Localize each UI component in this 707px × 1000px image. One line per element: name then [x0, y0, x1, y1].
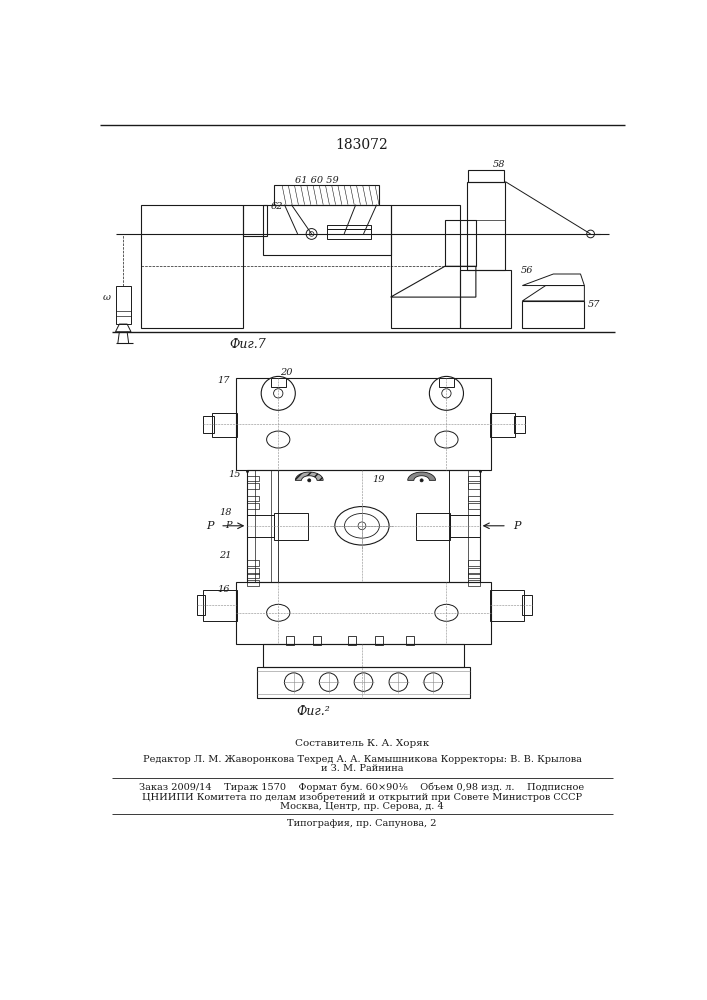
Bar — [449, 470, 480, 582]
Ellipse shape — [267, 604, 290, 621]
Text: 16: 16 — [217, 585, 230, 594]
Bar — [235, 378, 491, 470]
Text: 56: 56 — [521, 266, 533, 275]
Bar — [468, 483, 480, 489]
Bar — [468, 476, 480, 481]
Circle shape — [306, 229, 317, 239]
Text: Москва, Центр, пр. Серова, д. 4: Москва, Центр, пр. Серова, д. 4 — [280, 802, 444, 811]
Bar — [247, 580, 259, 586]
Ellipse shape — [267, 431, 290, 448]
Circle shape — [420, 479, 423, 482]
Bar — [235, 582, 491, 644]
Text: Фиг.²: Фиг.² — [296, 705, 330, 718]
Text: Типография, пр. Сапунова, 2: Типография, пр. Сапунова, 2 — [287, 819, 437, 828]
Text: Фиг.7: Фиг.7 — [229, 338, 266, 351]
Bar — [468, 568, 480, 574]
Text: ЦНИИПИ Комитета по делам изобретений и открытий при Совете Министров СССР: ЦНИИПИ Комитета по делам изобретений и о… — [142, 793, 582, 802]
Bar — [263, 644, 464, 667]
Text: и З. М. Райнина: и З. М. Райнина — [321, 764, 403, 773]
Circle shape — [261, 376, 296, 410]
Bar — [468, 560, 480, 566]
Text: Составитель К. А. Хоряк: Составитель К. А. Хоряк — [295, 739, 429, 748]
Ellipse shape — [435, 431, 458, 448]
Bar — [313, 636, 321, 645]
Text: P: P — [226, 521, 232, 530]
Bar — [449, 470, 468, 582]
Bar — [375, 636, 383, 645]
Polygon shape — [296, 472, 323, 480]
Bar — [468, 573, 480, 578]
Circle shape — [308, 479, 311, 482]
Text: 62: 62 — [271, 202, 283, 211]
Bar — [247, 503, 259, 509]
Polygon shape — [408, 472, 436, 480]
Circle shape — [274, 389, 283, 398]
Bar — [406, 636, 414, 645]
Bar — [247, 496, 259, 501]
Text: Заказ 2009/14    Тираж 1570    Формат бум. 60×90¹⁄₈    Объем 0,98 изд. л.    Под: Заказ 2009/14 Тираж 1570 Формат бум. 60×… — [139, 783, 585, 792]
Bar — [286, 636, 293, 645]
Circle shape — [429, 376, 464, 410]
Text: 15: 15 — [228, 470, 241, 479]
Bar — [247, 483, 259, 489]
Bar — [468, 496, 480, 501]
Bar — [348, 636, 356, 645]
Text: 17: 17 — [217, 376, 230, 385]
Bar — [247, 560, 259, 566]
Text: 19: 19 — [373, 475, 385, 484]
Text: 21: 21 — [219, 551, 232, 560]
Bar — [257, 667, 469, 698]
Text: 183072: 183072 — [336, 138, 388, 152]
Text: P: P — [513, 521, 520, 531]
Text: ω: ω — [103, 293, 111, 302]
Bar — [255, 470, 271, 582]
Text: 20: 20 — [280, 368, 292, 377]
Text: 58: 58 — [493, 160, 506, 169]
Text: 18: 18 — [219, 508, 232, 517]
Text: 57: 57 — [588, 300, 601, 309]
Text: 61 60 59: 61 60 59 — [295, 176, 339, 185]
Circle shape — [442, 389, 451, 398]
Ellipse shape — [344, 513, 380, 538]
Bar — [247, 476, 259, 481]
Bar — [247, 568, 259, 574]
Bar — [247, 573, 259, 578]
Ellipse shape — [435, 604, 458, 621]
Ellipse shape — [335, 507, 389, 545]
Bar — [247, 470, 480, 582]
Bar — [468, 580, 480, 586]
Circle shape — [358, 522, 366, 530]
Text: Редактор Л. М. Жаворонкова Техред А. А. Камышникова Корректоры: В. В. Крылова: Редактор Л. М. Жаворонкова Техред А. А. … — [143, 755, 581, 764]
Bar — [247, 470, 279, 582]
Circle shape — [587, 230, 595, 238]
Bar — [468, 503, 480, 509]
Text: P: P — [206, 521, 214, 531]
Circle shape — [309, 232, 314, 236]
